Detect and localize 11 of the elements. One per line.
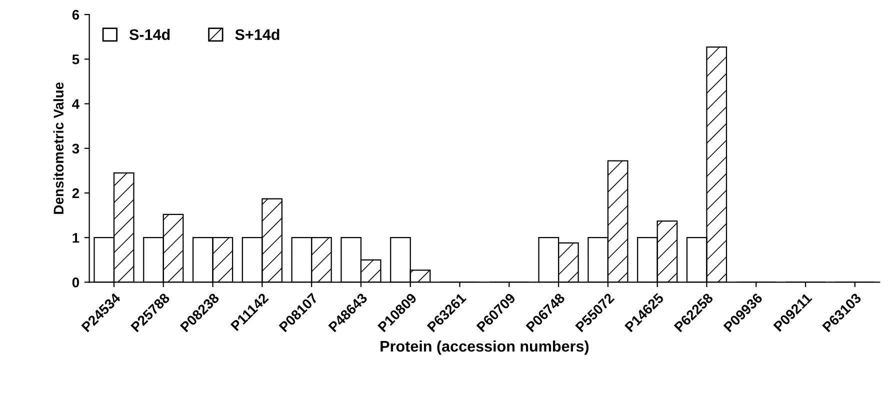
y-axis-title: Densitometric Value — [53, 82, 64, 214]
legend-label: S-14d — [129, 28, 170, 40]
legend-label: S+14d — [235, 28, 280, 40]
y-tick-label: 3 — [72, 144, 80, 154]
y-tick-label: 0 — [72, 278, 80, 288]
y-tick-label: 1 — [72, 233, 80, 243]
y-tick-label: 5 — [72, 54, 80, 64]
y-tick-label: 4 — [72, 99, 80, 109]
x-axis-title: Protein (accession numbers) — [380, 340, 589, 355]
y-tick-label: 2 — [72, 188, 80, 198]
y-tick-label: 6 — [72, 10, 80, 20]
